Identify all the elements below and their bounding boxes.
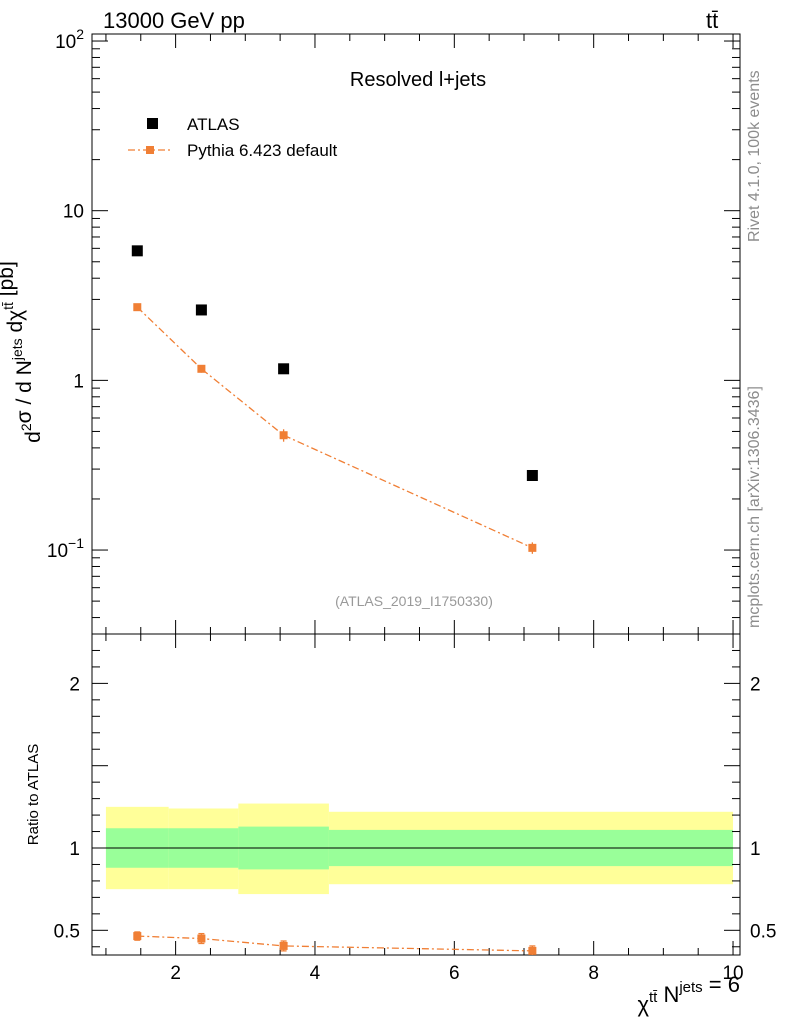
pythia-point bbox=[279, 431, 288, 440]
legend-pythia-label: Pythia 6.423 default bbox=[187, 141, 338, 160]
pythia-point bbox=[528, 543, 537, 552]
atlas-point bbox=[278, 363, 290, 375]
pythia-point bbox=[197, 364, 206, 373]
y-tick-label: 102 bbox=[55, 26, 84, 53]
legend-atlas-marker bbox=[147, 118, 158, 129]
y-tick-label: 10 bbox=[63, 202, 84, 223]
x-tick-label: 6 bbox=[449, 963, 460, 984]
ratio-point bbox=[133, 932, 142, 941]
ratio-series-group bbox=[133, 931, 537, 955]
header-process: tt̄ bbox=[706, 8, 719, 33]
y-tick-label: 10−1 bbox=[47, 535, 84, 562]
x-tick-label: 2 bbox=[170, 963, 181, 984]
x-tick-label: 10 bbox=[722, 963, 743, 984]
atlas-point bbox=[131, 245, 143, 257]
pythia-point bbox=[133, 303, 142, 312]
pythia-series-line bbox=[136, 306, 533, 549]
ratio-point bbox=[197, 934, 206, 943]
chart-title: Resolved l+jets bbox=[350, 69, 486, 91]
y-tick-label: 1 bbox=[73, 371, 84, 392]
atlas-point bbox=[526, 469, 538, 481]
x-tick-label: 4 bbox=[310, 963, 321, 984]
main-y-axis-label: d2σ / d Njets dχtt̄ [pb] bbox=[0, 261, 45, 443]
ratio-series-line bbox=[137, 935, 533, 952]
legend-atlas-label: ATLAS bbox=[187, 115, 240, 134]
x-axis-label: χtt̄ Njets = 6 bbox=[637, 972, 740, 1017]
ratio-y-tick-label: 0.5 bbox=[54, 921, 80, 942]
ratio-point bbox=[279, 941, 288, 950]
legend-pythia-marker bbox=[146, 146, 154, 154]
svg-text:d2σ / d Njets dχtt̄ [pb]: d2σ / d Njets dχtt̄ [pb] bbox=[0, 261, 45, 443]
ratio-y-tick-label-right: 0.5 bbox=[750, 921, 776, 942]
ratio-point bbox=[528, 946, 537, 955]
atlas-point bbox=[195, 304, 207, 316]
ratio-plot-frame bbox=[91, 633, 741, 956]
ratio-y-tick-label-right: 2 bbox=[750, 674, 761, 695]
header-energy: 13000 GeV pp bbox=[103, 8, 245, 33]
ratio-y-tick-label: 2 bbox=[69, 674, 80, 695]
ratio-y-tick-label-right: 1 bbox=[750, 839, 761, 860]
analysis-tag: (ATLAS_2019_I1750330) bbox=[335, 593, 493, 609]
ratio-y-axis-label: Ratio to ATLAS bbox=[25, 744, 42, 845]
x-tick-label: 8 bbox=[588, 963, 599, 984]
ratio-y-tick-label: 1 bbox=[69, 839, 80, 860]
